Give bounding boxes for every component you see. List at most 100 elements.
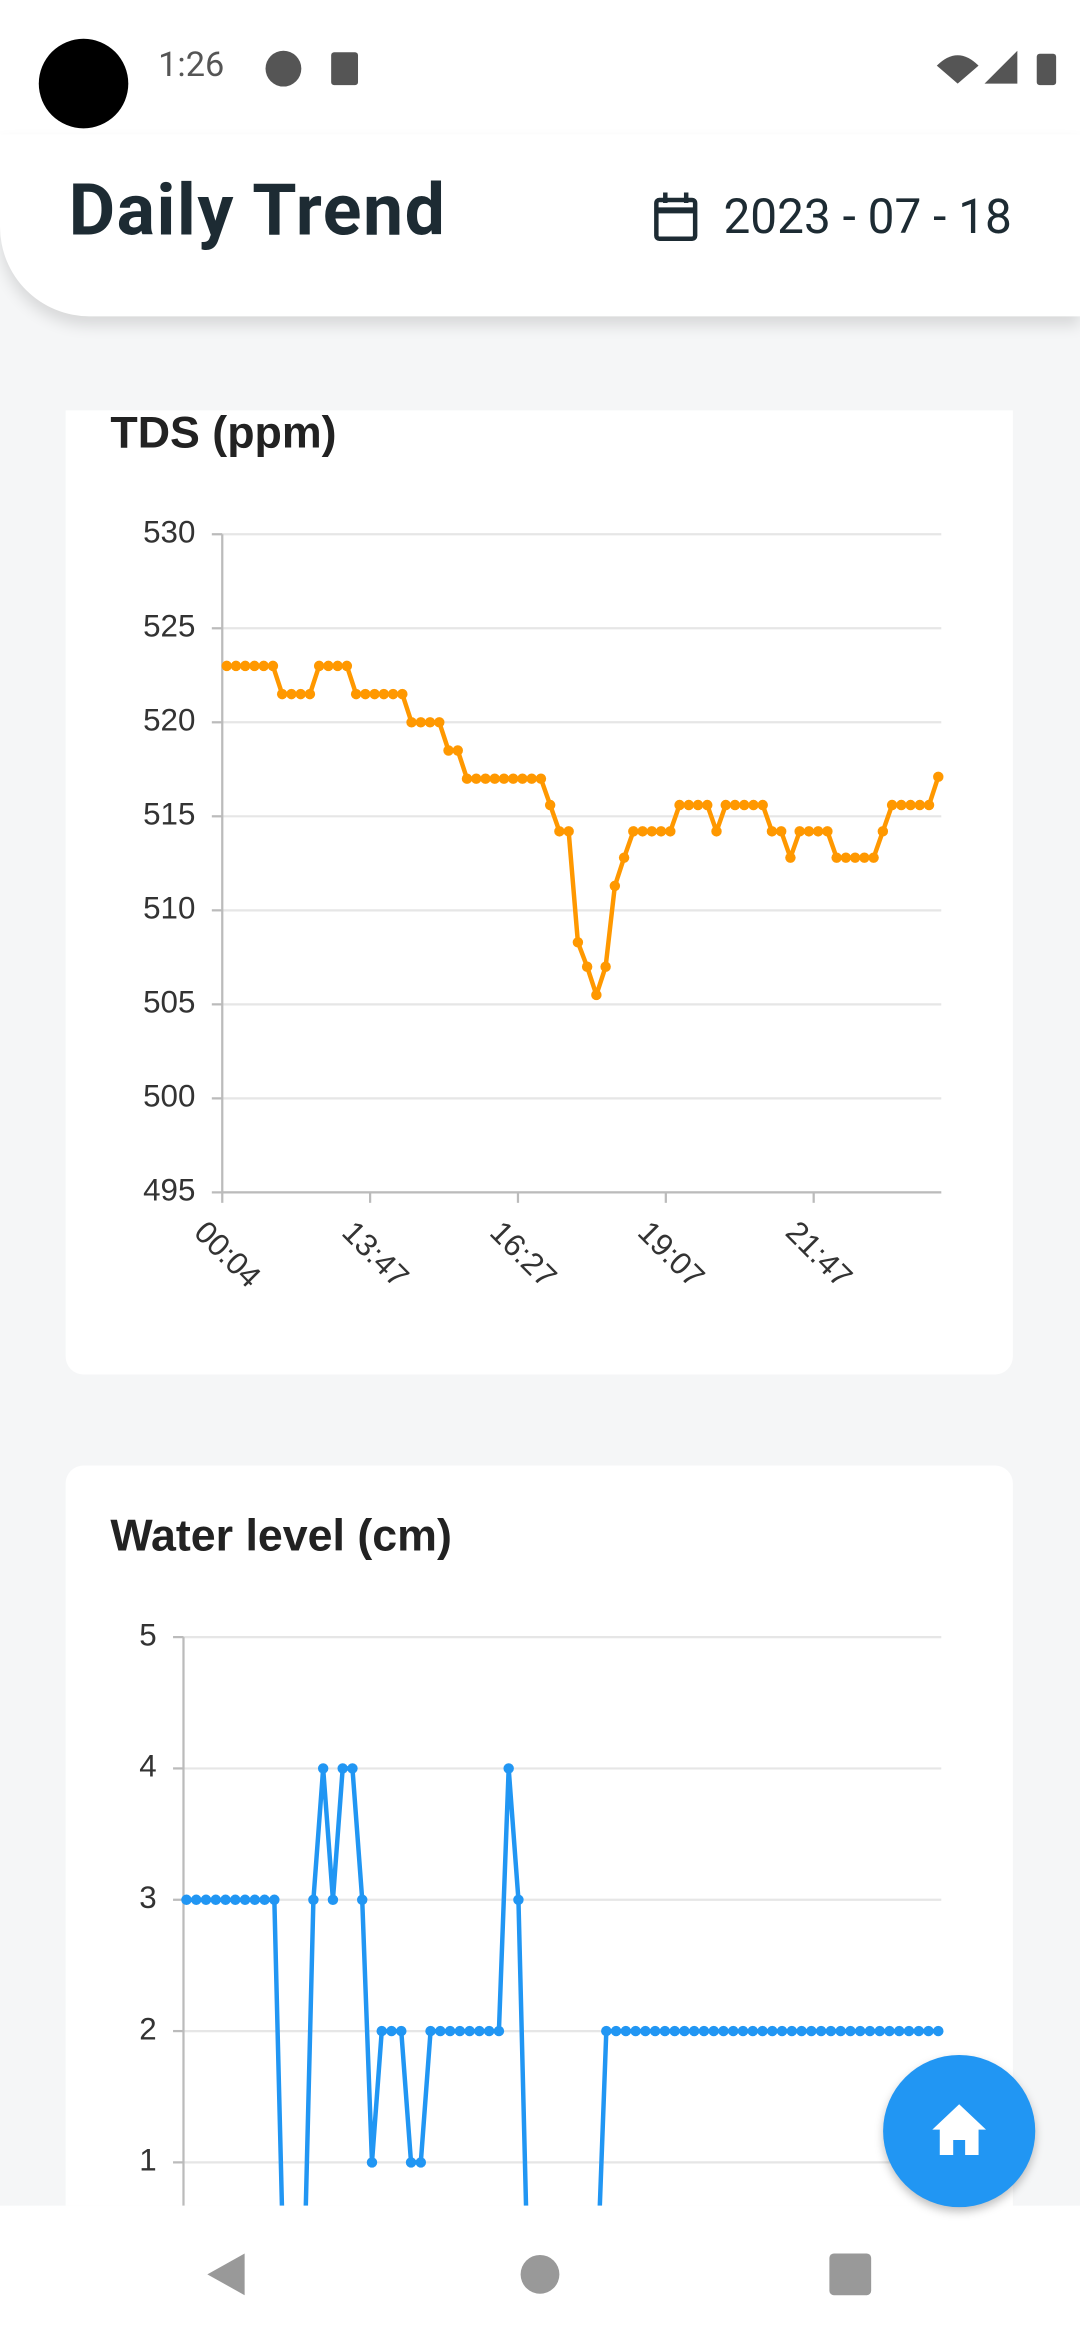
data-point: [405, 2157, 417, 2168]
data-point: [812, 826, 824, 837]
status-time: 1:26: [158, 44, 225, 86]
data-point: [864, 2025, 876, 2037]
data-point: [825, 2025, 837, 2037]
data-point: [728, 2025, 739, 2037]
data-point: [269, 1894, 280, 1905]
header: Daily Trend 2023 - 07 - 18: [0, 134, 1080, 317]
data-point: [356, 1894, 368, 1905]
data-point: [435, 2025, 446, 2037]
page-title: Daily Trend: [68, 167, 447, 253]
data-point: [609, 880, 621, 892]
chart-card: [65, 410, 1013, 1375]
data-point: [659, 2025, 671, 2037]
data-point: [220, 1894, 231, 1905]
data-point: [610, 2025, 622, 2037]
data-point: [905, 799, 916, 811]
data-point: [387, 688, 399, 700]
data-point: [544, 799, 556, 811]
data-point: [493, 2025, 505, 2037]
data-point: [517, 773, 528, 784]
data-point: [620, 2025, 632, 2037]
camera-cutout: [38, 38, 129, 129]
data-point: [618, 852, 630, 863]
calendar-icon[interactable]: [650, 191, 701, 245]
data-point: [415, 717, 427, 728]
data-point: [923, 2025, 934, 2037]
data-point: [914, 799, 926, 811]
data-point: [757, 2025, 768, 2037]
data-point: [210, 1894, 221, 1905]
y-tick-label: 520: [143, 703, 195, 738]
wifi-icon: [936, 55, 979, 84]
data-point: [572, 937, 584, 948]
data-point: [191, 1894, 202, 1905]
data-point: [894, 2025, 905, 2037]
data-point: [711, 826, 722, 837]
data-point: [259, 1894, 270, 1905]
nav-icons: [207, 2253, 872, 2296]
data-point: [688, 2025, 700, 2037]
data-point: [347, 1763, 358, 1774]
data-point: [350, 688, 362, 700]
data-point: [489, 773, 500, 784]
y-tick-label: 3: [139, 1880, 156, 1915]
data-point: [498, 773, 510, 784]
data-point: [767, 2025, 778, 2037]
chart-title: TDS (ppm): [110, 408, 336, 458]
y-tick-label: 5: [139, 1617, 156, 1652]
data-point: [526, 773, 537, 784]
data-point: [822, 826, 833, 837]
data-point: [877, 826, 889, 837]
y-tick-label: 525: [143, 609, 195, 644]
home-button[interactable]: [883, 2054, 1036, 2208]
data-point: [535, 773, 547, 784]
data-point: [230, 1894, 241, 1905]
data-point: [785, 852, 796, 863]
data-point: [674, 799, 685, 811]
data-point: [317, 1763, 329, 1774]
y-tick-label: 530: [143, 515, 195, 550]
y-tick-label: 510: [143, 891, 195, 926]
data-point: [729, 799, 741, 811]
data-point: [708, 2025, 719, 2037]
y-tick-label: 1: [139, 2143, 156, 2178]
data-point: [796, 2025, 807, 2037]
data-point: [868, 852, 879, 863]
data-point: [766, 826, 778, 837]
data-point: [665, 826, 676, 837]
data-point: [376, 2025, 387, 2037]
navigation-bar: [0, 2205, 1080, 2340]
recents-button[interactable]: [829, 2253, 872, 2296]
data-point: [884, 2025, 895, 2037]
data-point: [679, 2025, 690, 2037]
data-point: [503, 1763, 514, 1774]
data-point: [854, 2025, 866, 2037]
data-point: [737, 2025, 749, 2037]
data-point: [669, 2025, 680, 2037]
data-point: [554, 826, 565, 837]
data-point: [366, 2157, 378, 2168]
data-point: [286, 688, 297, 700]
sd-icon: [331, 52, 359, 86]
data-point: [874, 2025, 885, 2037]
data-point: [600, 961, 611, 972]
data-point: [276, 688, 288, 700]
data-point: [239, 1894, 251, 1905]
battery-icon: [1036, 53, 1057, 86]
data-point: [646, 826, 658, 837]
date-picker[interactable]: 2023 - 07 - 18: [723, 188, 1012, 245]
data-point: [628, 826, 639, 837]
data-point: [406, 717, 417, 728]
back-button[interactable]: [207, 2253, 245, 2296]
data-point: [775, 826, 787, 837]
data-point: [757, 799, 768, 811]
data-point: [692, 799, 704, 811]
data-point: [815, 2025, 827, 2037]
y-tick-label: 4: [139, 1749, 156, 1784]
data-point: [480, 773, 491, 784]
home-icon: [932, 2104, 987, 2155]
data-point: [649, 2025, 661, 2037]
data-point: [637, 826, 648, 837]
home-nav-button[interactable]: [520, 2254, 560, 2294]
